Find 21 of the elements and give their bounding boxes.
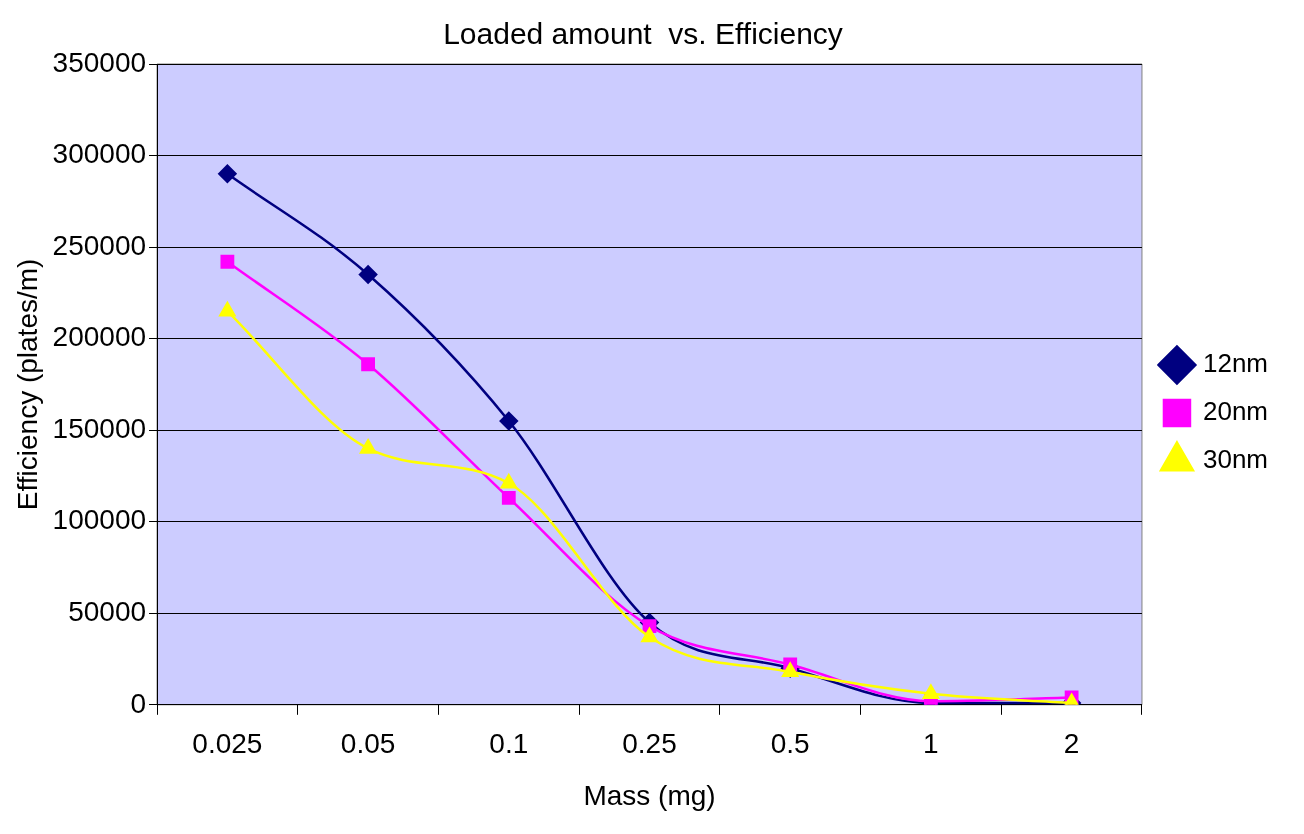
y-tick-label: 200000 xyxy=(52,321,147,353)
legend-label: 12nm xyxy=(1202,348,1269,379)
x-tick-label: 2 xyxy=(1063,728,1080,760)
x-tick-label: 0.1 xyxy=(489,728,529,760)
x-tick-label: 0.5 xyxy=(770,728,810,760)
legend-label: 30nm xyxy=(1202,444,1269,475)
x-tick-label: 0.05 xyxy=(340,728,396,760)
x-axis-title: Mass (mg) xyxy=(583,779,716,811)
y-tick-label: 300000 xyxy=(52,138,147,170)
x-tick-label: 1 xyxy=(923,728,939,760)
x-tick-label: 0.025 xyxy=(192,728,263,760)
y-tick-label: 50000 xyxy=(68,595,147,627)
legend-label: 20nm xyxy=(1202,396,1269,427)
y-tick-label: 100000 xyxy=(52,504,147,536)
x-tick-label: 0.25 xyxy=(622,728,677,760)
y-axis-title: Efficiency (plates/m) xyxy=(11,258,43,511)
y-tick-label: 0 xyxy=(130,687,147,719)
y-tick-label: 250000 xyxy=(52,229,147,261)
chart-title: Loaded amount vs. Efficiency xyxy=(443,17,843,51)
y-tick-label: 150000 xyxy=(52,412,147,444)
y-tick-label: 350000 xyxy=(52,46,147,78)
